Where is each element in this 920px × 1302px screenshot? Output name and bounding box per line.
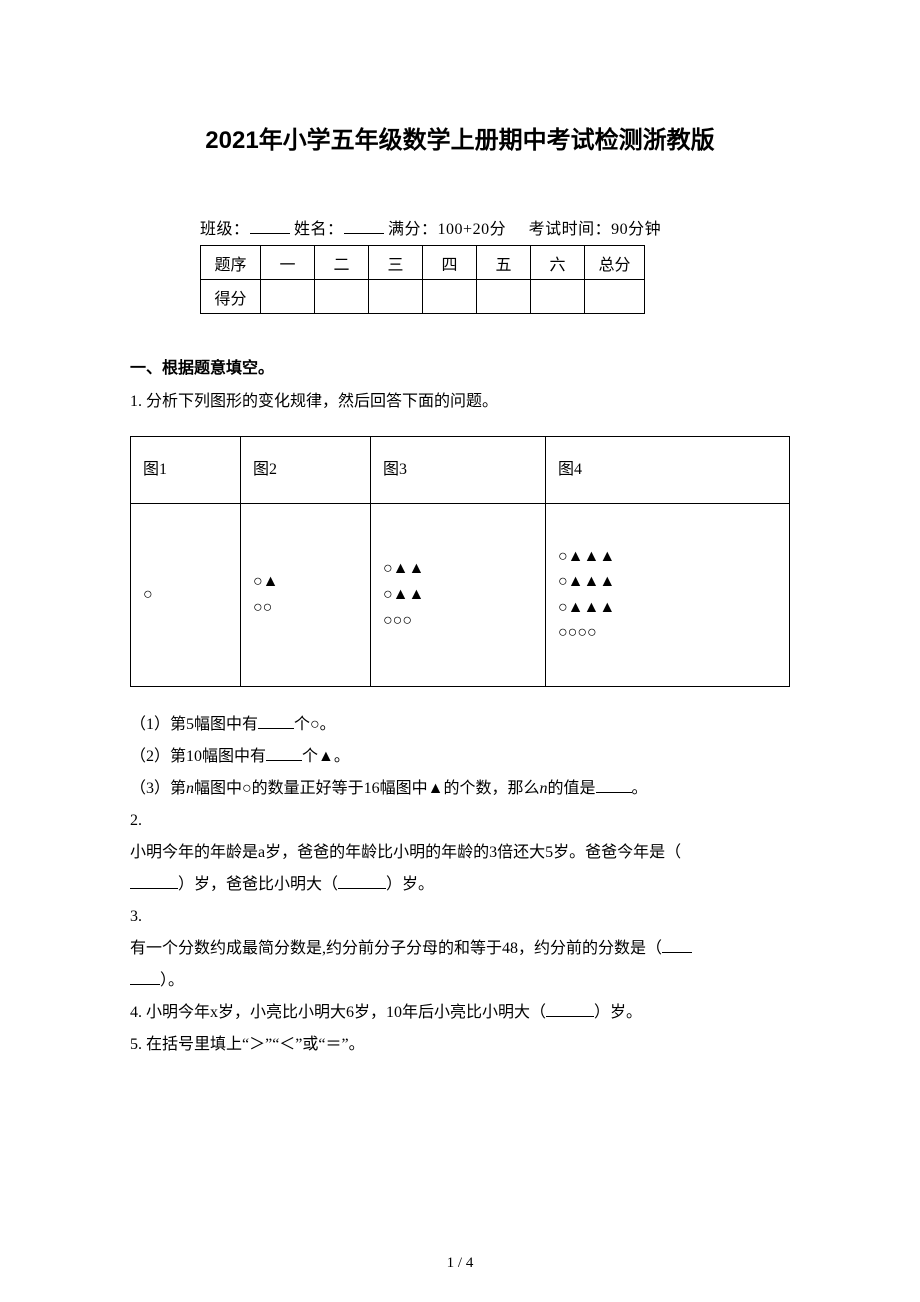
shape-cell-2: ○▲ ○○: [241, 503, 371, 686]
q3-line1: 有一个分数约成最简分数是,约分前分子分母的和等于48，约分前的分数是（: [130, 933, 790, 965]
score-cell: [261, 280, 315, 314]
exam-page: 2021年小学五年级数学上册期中考试检测浙教版 班级： 姓名： 满分：100+2…: [0, 0, 920, 1302]
shape-row: ○: [143, 582, 228, 608]
blank: [546, 1003, 594, 1017]
shape-row: ○▲▲▲: [558, 544, 777, 570]
row2-label: 得分: [201, 280, 261, 314]
time-label: 考试时间：: [529, 221, 612, 238]
shape-row: ○○: [253, 595, 358, 621]
class-label: 班级：: [200, 221, 250, 238]
q1-sub2-a: （2）第10幅图中有: [130, 748, 266, 765]
score-cell: [585, 280, 645, 314]
blank: [596, 779, 632, 793]
blank: [130, 875, 178, 889]
score-cell: [531, 280, 585, 314]
class-blank: [250, 218, 290, 234]
fullscore-value: 100+20分: [438, 221, 507, 238]
shape-row: ○▲▲▲: [558, 569, 777, 595]
shape-row: ○▲▲: [383, 582, 533, 608]
page-number: 1 / 4: [0, 1255, 920, 1272]
q5: 5. 在括号里填上“＞”“＜”或“＝”。: [130, 1029, 790, 1061]
shape-hdr-2: 图2: [241, 437, 371, 504]
q1-sub3: （3）第n幅图中○的数量正好等于16幅图中▲的个数，那么n的值是。: [130, 773, 790, 805]
q4-b: ）岁。: [594, 1004, 642, 1021]
name-label: 姓名：: [294, 221, 344, 238]
table-row: 得分: [201, 280, 645, 314]
col-3: 三: [369, 246, 423, 280]
q1-sub3-c: 的值是: [548, 780, 596, 797]
blank: [258, 715, 294, 729]
shape-cell-4: ○▲▲▲ ○▲▲▲ ○▲▲▲ ○○○○: [546, 503, 790, 686]
q2-line2: ）岁，爸爸比小明大（ ）岁。: [130, 869, 790, 901]
q1-sub3-a: （3）第: [130, 780, 186, 797]
col-2: 二: [315, 246, 369, 280]
q1-sub1-b: 个○。: [294, 716, 336, 733]
q4-a: 4. 小明今年x岁，小亮比小明大6岁，10年后小亮比小明大（: [130, 1004, 546, 1021]
shape-row: ○▲▲: [383, 556, 533, 582]
section-1-head: 一、根据题意填空。: [130, 354, 790, 378]
score-cell: [423, 280, 477, 314]
row1-label: 题序: [201, 246, 261, 280]
q1-stem: 1. 分析下列图形的变化规律，然后回答下面的问题。: [130, 386, 790, 418]
q3-line2: ）。: [130, 965, 790, 997]
q3-num: 3.: [130, 901, 790, 933]
page-title: 2021年小学五年级数学上册期中考试检测浙教版: [130, 120, 790, 155]
col-4: 四: [423, 246, 477, 280]
shape-row: ○▲▲▲: [558, 595, 777, 621]
blank: [338, 875, 386, 889]
col-5: 五: [477, 246, 531, 280]
q1-sub1: （1）第5幅图中有 个○。: [130, 709, 790, 741]
q2-line2b: ）岁。: [386, 876, 434, 893]
q2-num: 2.: [130, 805, 790, 837]
blank: [662, 939, 692, 953]
q1-sub3-n2: n: [540, 780, 548, 797]
score-cell: [477, 280, 531, 314]
table-row: 题序 一 二 三 四 五 六 总分: [201, 246, 645, 280]
table-row: 图1 图2 图3 图4: [131, 437, 790, 504]
q3-line2-text: ）。: [160, 972, 184, 989]
shape-row: ○○○○: [558, 620, 777, 646]
shape-hdr-1: 图1: [131, 437, 241, 504]
col-6: 六: [531, 246, 585, 280]
q1-sub2-b: 个▲。: [302, 748, 350, 765]
shape-row: ○○○: [383, 608, 533, 634]
col-total: 总分: [585, 246, 645, 280]
score-table: 题序 一 二 三 四 五 六 总分 得分: [200, 245, 645, 314]
blank: [130, 971, 160, 985]
name-blank: [344, 218, 384, 234]
shape-hdr-3: 图3: [371, 437, 546, 504]
score-cell: [369, 280, 423, 314]
q3-line1-text: 有一个分数约成最简分数是,约分前分子分母的和等于48，约分前的分数是（: [130, 940, 662, 957]
shape-row: ○▲: [253, 569, 358, 595]
q1-sub2: （2）第10幅图中有 个▲。: [130, 741, 790, 773]
q1-sub1-a: （1）第5幅图中有: [130, 716, 258, 733]
shape-cell-1: ○: [131, 503, 241, 686]
col-1: 一: [261, 246, 315, 280]
shape-cell-3: ○▲▲ ○▲▲ ○○○: [371, 503, 546, 686]
table-row: ○ ○▲ ○○ ○▲▲ ○▲▲ ○○○ ○▲▲▲ ○▲▲▲ ○▲▲▲ ○○○○: [131, 503, 790, 686]
fullscore-label: 满分：: [388, 221, 438, 238]
q1-sub3-n1: n: [186, 780, 194, 797]
q2-line1: 小明今年的年龄是a岁，爸爸的年龄比小明的年龄的3倍还大5岁。爸爸今年是（: [130, 837, 790, 869]
score-cell: [315, 280, 369, 314]
blank: [266, 747, 302, 761]
q1-sub3-b: 幅图中○的数量正好等于16幅图中▲的个数，那么: [194, 780, 540, 797]
time-value: 90分钟: [611, 221, 661, 238]
q2-line2a: ）岁，爸爸比小明大（: [178, 876, 338, 893]
q4: 4. 小明今年x岁，小亮比小明大6岁，10年后小亮比小明大（ ）岁。: [130, 997, 790, 1029]
shapes-table: 图1 图2 图3 图4 ○ ○▲ ○○ ○▲▲ ○▲▲ ○○○ ○▲▲▲ ○▲▲…: [130, 436, 790, 687]
q1-sub3-d: 。: [632, 780, 648, 797]
exam-info-line: 班级： 姓名： 满分：100+20分 考试时间：90分钟: [130, 215, 790, 239]
shape-hdr-4: 图4: [546, 437, 790, 504]
